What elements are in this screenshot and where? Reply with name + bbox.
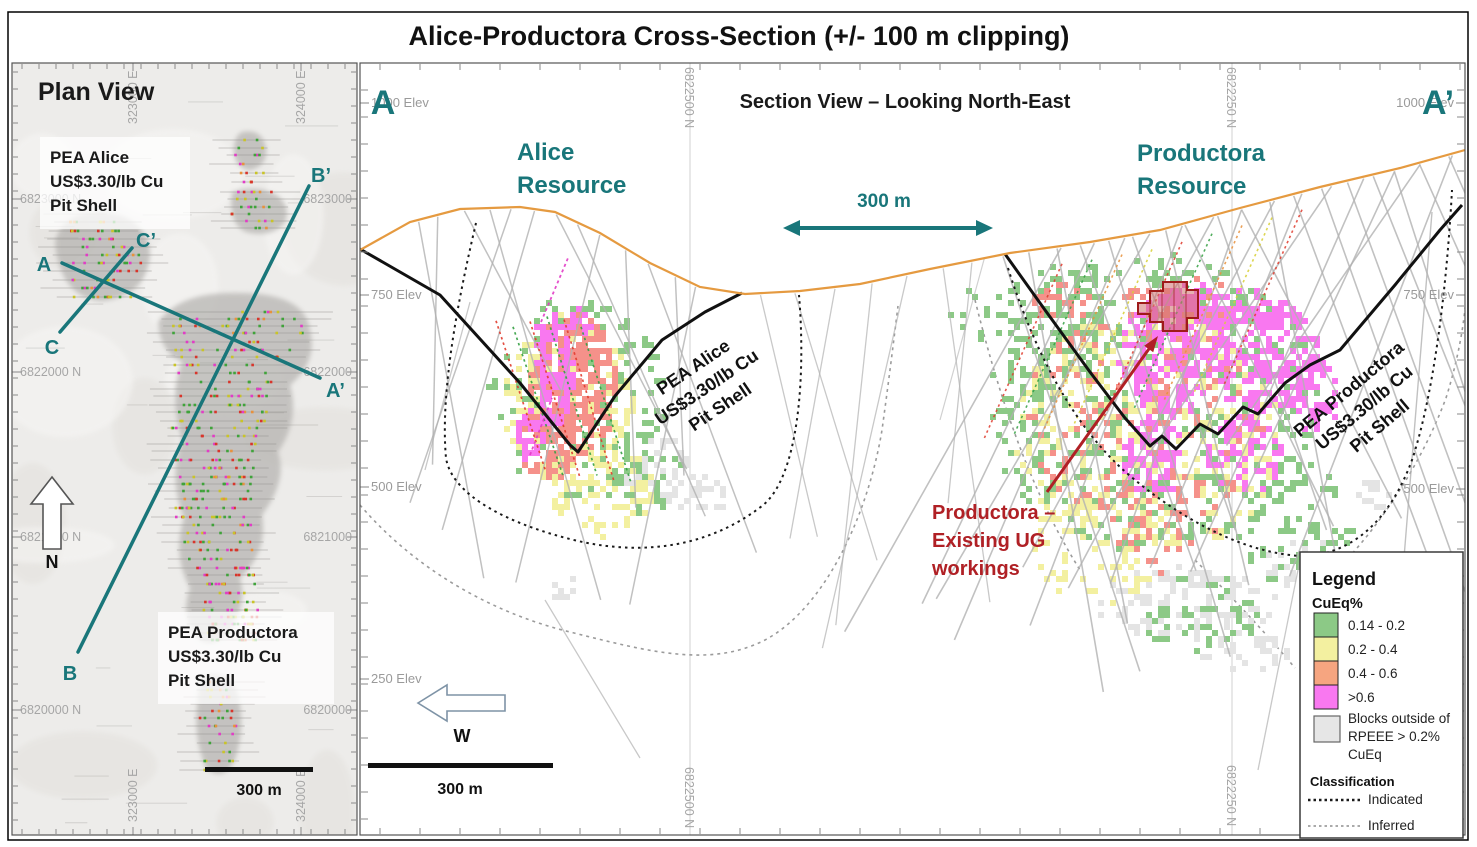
productora-pit-label: Pit Shell xyxy=(168,671,235,690)
section-grid-label: 6822250 N xyxy=(1224,67,1238,128)
section-grid-label: 6822250 N xyxy=(1224,765,1238,826)
plan-grid-label: 6822000 N xyxy=(20,365,81,379)
north-label: N xyxy=(46,552,59,572)
endpoint-b-prime: B’ xyxy=(311,165,331,187)
section-scale-bar xyxy=(368,763,553,768)
outer-frame xyxy=(7,11,1469,841)
legend-title: Legend xyxy=(1312,569,1376,589)
legend-range: 0.14 - 0.2 xyxy=(1348,618,1405,633)
alice-pit-label-box xyxy=(40,137,190,229)
plan-grid-label: 323000 E xyxy=(126,768,140,822)
ug-workings xyxy=(1137,281,1199,332)
productora-pit-shell-line xyxy=(1003,204,1464,451)
elev-label-left: 500 Elev xyxy=(371,479,422,494)
legend-swatch-magenta xyxy=(1313,684,1339,710)
section-grid-label: 6822500 N xyxy=(682,67,696,128)
legend-swatch-yellow xyxy=(1313,636,1339,662)
west-arrow-icon xyxy=(416,683,506,723)
distance-label: 300 m xyxy=(857,191,911,212)
figure-title: Alice-Productora Cross-Section (+/- 100 … xyxy=(409,21,1070,51)
legend-swatch-outside xyxy=(1313,715,1341,743)
alice-pit-shell-line xyxy=(360,247,743,454)
elev-label-left: 750 Elev xyxy=(371,287,422,302)
productora-resource-label: Productora xyxy=(1137,140,1266,167)
plan-heading: Plan View xyxy=(38,78,155,106)
productora-resource-label: Resource xyxy=(1137,173,1246,200)
legend-range: 0.4 - 0.6 xyxy=(1348,666,1398,681)
indicated-outline xyxy=(443,189,1453,558)
legend-swatch-green xyxy=(1313,612,1339,638)
section-endpoint-a: A xyxy=(371,84,396,122)
legend-classification-title: Classification xyxy=(1310,774,1395,789)
section-line-b xyxy=(76,184,311,654)
mineralized-intercepts xyxy=(495,209,1303,484)
legend-swatch-orange xyxy=(1313,660,1339,686)
plan-grid-label: 324000 E xyxy=(294,70,308,124)
plan-grid-label: 6823000 xyxy=(303,192,352,206)
ug-annotation-arrow xyxy=(1045,336,1158,493)
pit-shell-lines xyxy=(360,204,1464,454)
mineralization-blocks xyxy=(486,252,1392,672)
section-grid-label: 6822500 N xyxy=(682,767,696,828)
legend-indicated-label: Indicated xyxy=(1368,792,1423,807)
alice-resource-label: Alice xyxy=(517,139,574,166)
alice-pit-label: PEA Alice xyxy=(50,148,129,167)
section-endpoint-a-prime: A’ xyxy=(1422,84,1454,122)
alice-resource-label: Resource xyxy=(517,172,626,199)
plan-grid-label: 323000 E xyxy=(126,70,140,124)
legend-outside-label: CuEq xyxy=(1348,747,1382,762)
productora-pit-label: PEA Productora xyxy=(168,623,298,642)
ug-annotation: Existing UG xyxy=(932,530,1045,552)
endpoint-b: B xyxy=(63,663,77,685)
plan-section-lines xyxy=(58,184,322,654)
endpoint-c: C xyxy=(45,337,59,359)
inferred-outline xyxy=(360,299,1465,669)
ug-annotation: Productora – xyxy=(932,502,1055,524)
plan-scale-bar xyxy=(205,767,313,772)
endpoint-c-prime: C’ xyxy=(136,230,156,252)
plan-scale-label: 300 m xyxy=(236,782,281,799)
legend-inferred-label: Inferred xyxy=(1368,818,1415,833)
section-line-c xyxy=(58,246,134,334)
legend-outside-label: Blocks outside of xyxy=(1348,711,1450,726)
legend-subtitle: CuEq% xyxy=(1312,596,1363,612)
productora-pit-label-box xyxy=(158,612,334,704)
section-heading: Section View – Looking North-East xyxy=(740,91,1071,113)
plan-grid-label: 324000 E xyxy=(294,768,308,822)
plan-grid-label: 6820000 N xyxy=(20,703,81,717)
legend-outside-label: RPEEE > 0.2% xyxy=(1348,729,1440,744)
elev-label-left: 1000 Elev xyxy=(371,95,429,110)
legend-range: >0.6 xyxy=(1348,690,1375,705)
plan-edge-ticks xyxy=(12,63,357,835)
endpoint-a: A xyxy=(37,254,51,276)
section-border xyxy=(359,62,1466,836)
alice-pit-label: US$3.30/lb Cu xyxy=(50,172,163,191)
legend-range: 0.2 - 0.4 xyxy=(1348,642,1398,657)
section-edge-ticks xyxy=(361,64,1464,834)
legend: Legend CuEq% 0.14 - 0.2 0.2 - 0.4 0.4 - … xyxy=(1299,551,1464,839)
elev-label-right: 500 Elev xyxy=(1403,481,1454,496)
productora-pit-label: US$3.30/lb Cu xyxy=(168,647,281,666)
ug-annotation: workings xyxy=(931,558,1020,580)
elev-label-left: 250 Elev xyxy=(371,671,422,686)
north-arrow-icon xyxy=(29,475,75,550)
plan-view-panel: 6823000 N 6822000 N 6821000 N 6820000 N … xyxy=(11,62,358,836)
plan-border xyxy=(11,62,358,836)
elev-label-right: 750 Elev xyxy=(1403,287,1454,302)
topography-line xyxy=(360,148,1465,296)
alice-pit-label: Pit Shell xyxy=(50,196,117,215)
plan-grid-label: 6820000 xyxy=(303,703,352,717)
distance-arrow xyxy=(783,220,993,236)
elev-ticks xyxy=(360,102,1465,680)
endpoint-a-prime: A’ xyxy=(326,380,345,402)
plan-grid-label: 6821000 xyxy=(303,530,352,544)
west-label: W xyxy=(454,726,471,746)
section-scale-label: 300 m xyxy=(437,781,482,798)
elev-label-right: 1000 Elev xyxy=(1396,95,1454,110)
section-view-panel: 300 m Section View – Looking North-East … xyxy=(359,62,1466,836)
